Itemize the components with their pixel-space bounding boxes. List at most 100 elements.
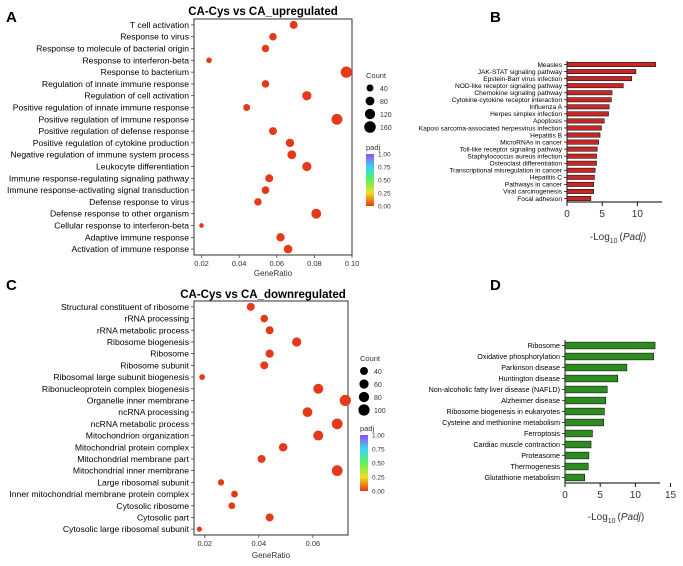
panel-b-category-label: Kaposi sarcoma-associated herpesvirus in… [419, 125, 563, 132]
panel-a-size-legend-dot [364, 121, 376, 133]
panel-c-dot-mitochondrial-membrane-part [257, 454, 266, 463]
panel-c-category-label: Cytosolic ribosome [116, 501, 189, 511]
panel-b-bar-transcriptional-misregulation-in-cancer [566, 167, 596, 173]
panel-a-category-label: Activation of immune response [71, 244, 189, 254]
panel-b-bar-osteoclast-differentiation [566, 160, 597, 166]
panel-c-category-label: Ribosome biogenesis [107, 337, 189, 347]
panel-d-bar-alzheimer-disease [564, 396, 607, 405]
panel-b-xtick-label: 5 [599, 209, 605, 220]
panel-d-bar-cysteine-and-methionine-metabolism [564, 418, 604, 427]
panel-d-xlabel-italic: Padj [621, 512, 642, 523]
panel-c-xtick-label: 0.02 [198, 539, 213, 548]
panel-c: C CA-Cys vs CA_downregulated 0.02 0.04 0.0… [6, 277, 386, 560]
panel-b-bar-staphylococcus-aureus-infection [566, 153, 597, 159]
panel-d-bar-proteasome [564, 451, 590, 460]
panel-a-size-legend-items: 40 80 120 160 [364, 84, 392, 133]
panel-c-dot-rrna-processing [260, 314, 269, 323]
panel-a-dot-adaptive-immune-response [276, 233, 285, 242]
panel-c-size-legend-dot [358, 404, 370, 416]
panel-b-category-label: Herpes simplex infection [490, 111, 562, 118]
panel-a-category-label: Defense response to virus [89, 197, 189, 207]
panel-d-bar-thermogenesis [564, 462, 589, 471]
panel-d-category-label: Parkinson disease [501, 363, 560, 372]
panel-a-dot-immune-response-regulating-signaling-pathway [265, 174, 274, 183]
panel-b-category-label: Epstein-Barr virus infection [483, 76, 562, 83]
panel-d-category-label: Glutathione metabolism [484, 473, 560, 482]
panel-c-dot-ncrna-processing [302, 407, 313, 418]
panel-a-dot-defense-response-to-other-organism [311, 208, 322, 219]
panel-a-color-legend-title: padj [366, 143, 381, 152]
panel-d-xtick-label: 15 [665, 490, 677, 501]
panel-c-category-label: Structural constituent of ribosome [61, 302, 189, 312]
panel-c-size-legend-dot [360, 367, 368, 375]
panel-c-colorbar-tick-label: 1.00 [372, 433, 385, 440]
panel-a-category-label: Cellular response to interferon-beta [54, 221, 189, 231]
panel-c-size-legend-label: 60 [374, 382, 382, 389]
panel-d-xlabel-sub: 10 [608, 518, 616, 525]
panel-b-bar-hepatitis-c [566, 174, 595, 180]
panel-a-size-legend-label: 80 [380, 99, 388, 106]
panel-c-dot-ribosome-subunit [260, 361, 269, 370]
panel-c-category-label: Ribosomal large subunit biogenesis [53, 372, 189, 382]
panel-a-colorbar [366, 154, 374, 206]
panel-d-xlabel-close: ) [641, 512, 644, 523]
panel-c-size-legend-dot [359, 379, 369, 389]
panel-a-colorbar-tick-label: 1.00 [378, 152, 391, 159]
panel-c-size-legend-label: 100 [374, 408, 386, 415]
panel-c-category-label: Mitochondrial inner membrane [73, 466, 189, 476]
panel-a-size-legend-dot [366, 84, 374, 92]
panel-a-dot-response-to-interferon-beta [206, 57, 212, 64]
panel-c-size-legend-title: Count [360, 354, 381, 363]
panel-a-dot-negative-regulation-of-immune-system-process [287, 150, 297, 160]
panel-c-category-label: Mitochondrial membrane part [77, 454, 189, 464]
panel-a-label: A [6, 9, 17, 26]
panel-b-category-label: Hepatitis B [530, 132, 562, 139]
panel-d-category-label: Thermogenesis [510, 462, 560, 471]
panel-c-color-legend: padj 1.00 0.75 0.50 0.25 0.00 [360, 424, 385, 496]
panel-b-category-label: JAK-STAT signaling pathway [478, 69, 563, 76]
panel-d-category-label: Ribosome [528, 341, 560, 350]
panel-c-dot-mitochondrion-organization [313, 430, 324, 441]
panel-a-category-label: Response to interferon-beta [82, 55, 189, 65]
panel-c-category-label: Cytosolic large ribosomal subunit [63, 524, 190, 534]
panel-b-category-label: Apoptosis [533, 118, 563, 125]
panel-a-size-legend-dot [365, 96, 375, 106]
panel-a-dot-positive-regulation-of-cytokine-production [285, 138, 295, 148]
panel-a-colorbar-tick-label: 0.25 [378, 191, 391, 198]
panel-a-dot-positive-regulation-of-innate-immune-response [243, 104, 251, 111]
panel-c-plot-area [193, 300, 349, 536]
panel-d-marks: 0 5 10 15 Ribosome Oxidative phosphorylation P… [429, 340, 677, 501]
panel-d-xtick-label: 0 [562, 490, 568, 501]
panel-a-category-label: Positive regulation of immune response [39, 114, 190, 124]
panel-a-size-legend-label: 40 [380, 86, 388, 93]
panel-a-colorbar-tick-label: 0.00 [378, 204, 391, 211]
panel-b-category-label: Viral carcinogenesis [503, 189, 563, 196]
panel-a-dot-response-to-molecule-of-bacterial-origin [261, 44, 270, 53]
panel-a-category-label: Response to virus [120, 32, 189, 42]
panel-d-bar-ribosome [564, 341, 656, 350]
panel-c-category-label: Ribosome subunit [120, 360, 189, 370]
panel-c-label: C [6, 277, 17, 294]
panel-b-category-label: Influenza A [529, 104, 562, 111]
panel-d-xlabel-prefix: -Log [588, 512, 608, 523]
panel-a-category-label: Immune response-activating signal transd… [7, 185, 189, 195]
panel-d-bar-oxidative-phosphorylation [564, 352, 654, 361]
panel-b-bar-influenza-a [566, 104, 610, 110]
panel-a-xtick-label: 0.04 [232, 259, 247, 268]
panel-c-category-label: Organelle inner membrane [87, 395, 189, 405]
panel-b-bar-pathways-in-cancer [566, 181, 594, 187]
panel-d-bar-huntington-disease [564, 374, 619, 383]
panel-b-xtick-label: 0 [564, 209, 570, 220]
panel-d-category-label: Ribosome biogenesis in eukaryotes [447, 407, 561, 416]
panel-d-category-label: Alzheimer disease [501, 396, 560, 405]
panel-b-xlabel-close: ) [643, 232, 646, 243]
panel-c-category-label: Mitochondrion organization [86, 431, 189, 441]
panel-a-dot-cellular-response-to-interferon-beta [199, 223, 204, 228]
panel-a-category-label: Response to bacterium [101, 67, 189, 77]
panel-c-colorbar-tick-label: 0.50 [372, 461, 385, 468]
panel-a-colorbar-ticks: 1.00 0.75 0.50 0.25 0.00 [378, 152, 391, 211]
panel-d-xtick-label: 5 [597, 490, 603, 501]
panel-b-bar-viral-carcinogenesis [566, 188, 594, 194]
